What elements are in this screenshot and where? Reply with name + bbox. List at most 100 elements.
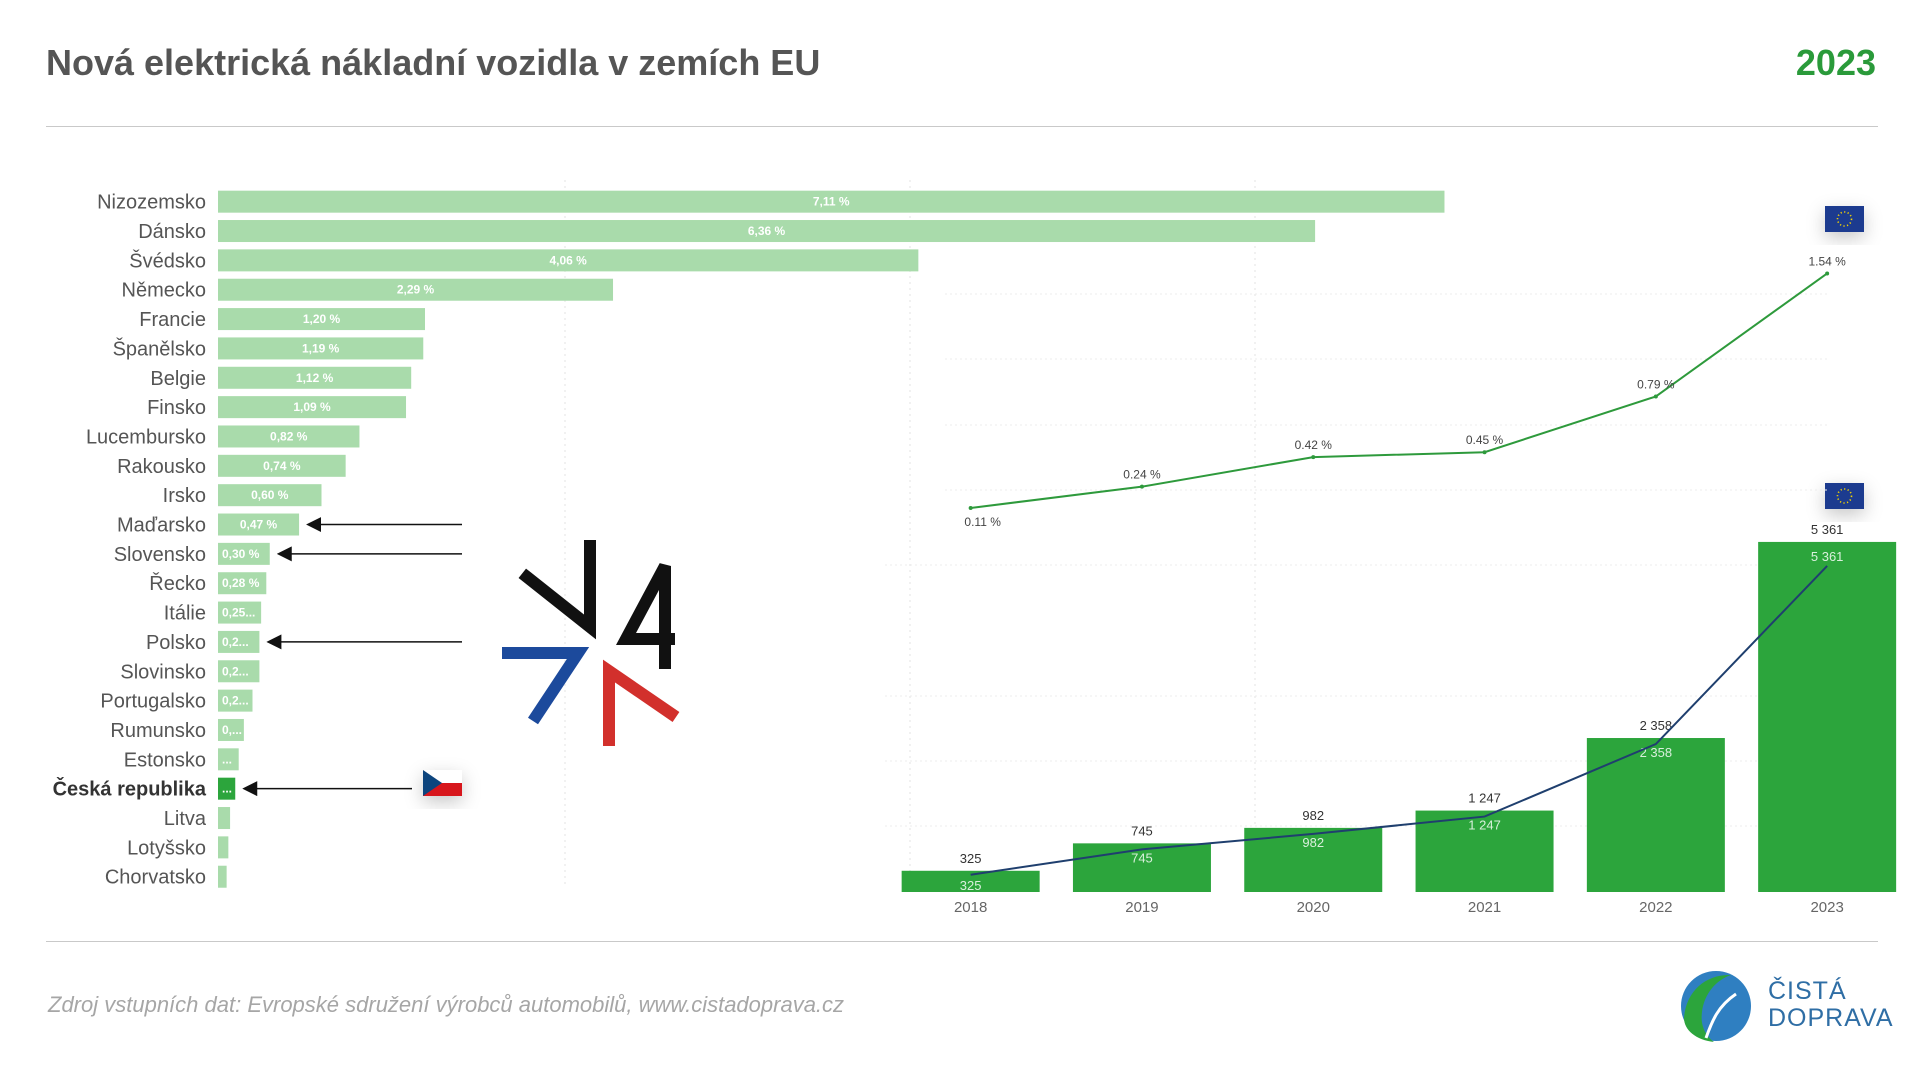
logo-text: ČISTÁ DOPRAVA xyxy=(1768,978,1894,1032)
bar-data-label: 0,74 % xyxy=(263,459,301,473)
bar-data-label: 0,2... xyxy=(222,635,249,649)
bar-data-label: 0,60 % xyxy=(251,488,289,502)
country-label: Česká republika xyxy=(53,777,207,801)
column-value-label: 1 247 xyxy=(1468,791,1501,806)
country-bar xyxy=(218,865,227,888)
country-bar xyxy=(218,572,267,595)
country-bar xyxy=(218,542,270,565)
country-label: Španělsko xyxy=(113,337,206,360)
country-label: Irsko xyxy=(163,485,206,507)
count-trend-line xyxy=(970,565,1828,876)
line-gridlines xyxy=(945,293,1830,491)
country-label: Chorvatsko xyxy=(105,867,206,889)
country-bar xyxy=(218,777,236,800)
country-label: Rakousko xyxy=(117,456,206,478)
share-point xyxy=(1139,484,1144,489)
country-label: Švédsko xyxy=(129,249,206,272)
column-inner-label: 2 358 xyxy=(1640,745,1673,760)
country-label: Německo xyxy=(122,280,206,302)
bar-data-label: 0,2... xyxy=(222,694,249,708)
x-tick-label: 2023 xyxy=(1810,899,1843,916)
country-label: Lotyšsko xyxy=(127,837,206,859)
logo-green-swoosh xyxy=(1684,974,1731,1042)
country-bar xyxy=(218,484,322,507)
country-label: Slovensko xyxy=(114,544,206,566)
country-label: Francie xyxy=(139,309,206,331)
v4-black-chevron xyxy=(518,540,596,640)
country-bar xyxy=(218,836,229,859)
eu-flag-icon xyxy=(1825,206,1864,232)
v4-logo xyxy=(502,540,680,746)
bar-data-label: 0,30 % xyxy=(222,547,260,561)
bar-data-label: 0,47 % xyxy=(240,518,278,532)
column-gridlines xyxy=(885,564,1880,827)
country-label: Lucembursko xyxy=(86,426,206,448)
bar-data-label: 7,11 % xyxy=(813,195,850,209)
count-column xyxy=(1072,843,1211,892)
bar-data-label: 1,09 % xyxy=(293,400,331,414)
czech-flag-icon xyxy=(423,770,462,796)
country-bar xyxy=(218,601,262,624)
v4-four xyxy=(615,563,675,669)
country-bar xyxy=(218,660,260,683)
bar-data-label: 1,12 % xyxy=(296,371,334,385)
source-note: Zdroj vstupních dat: Evropské sdružení v… xyxy=(48,992,845,1017)
country-bar xyxy=(218,396,407,419)
country-label: Rumunsko xyxy=(110,720,206,742)
v4-blue-chevron xyxy=(502,647,590,725)
country-bar xyxy=(218,190,1445,213)
share-point-label: 0.24 % xyxy=(1123,468,1161,482)
eu-count-column-chart: 325 325 2018 745 745 2019 982 982 2020 1 247 1 247… xyxy=(901,522,1897,916)
country-label: Belgie xyxy=(150,368,206,390)
year-label: 2023 xyxy=(1795,42,1876,83)
share-point-label: 0.11 % xyxy=(964,515,1001,529)
share-point-label: 1.54 % xyxy=(1808,254,1846,268)
count-column xyxy=(1415,810,1554,892)
logo-road-line xyxy=(1704,992,1737,1039)
country-bar xyxy=(218,249,919,272)
country-label: Itálie xyxy=(164,603,206,625)
column-inner-label: 982 xyxy=(1302,835,1324,850)
column-value-label: 5 361 xyxy=(1811,522,1844,537)
x-tick-label: 2022 xyxy=(1639,899,1672,916)
share-point xyxy=(1825,271,1830,276)
country-bar xyxy=(218,630,260,653)
country-bar xyxy=(218,366,412,389)
x-tick-label: 2020 xyxy=(1297,899,1330,916)
share-point-label: 0.42 % xyxy=(1295,438,1333,452)
column-value-label: 2 358 xyxy=(1640,718,1673,733)
country-label: Maďarsko xyxy=(117,515,206,537)
bar-data-label: 0,25... xyxy=(222,606,255,620)
bar-data-label: 0,82 % xyxy=(270,429,308,443)
annotation-arrows xyxy=(242,517,462,797)
cista-doprava-logo xyxy=(1681,971,1751,1042)
bar-data-label: 0,28 % xyxy=(222,576,260,590)
eu-share-line-chart: 0.11 % 0.24 % 0.42 % 0.45 % 0.79 % 1.54 % xyxy=(964,254,1846,529)
x-tick-label: 2018 xyxy=(954,899,987,916)
top-divider xyxy=(46,126,1878,127)
bar-data-label: ... xyxy=(222,782,232,796)
page-title: Nová elektrická nákladní vozidla v zemíc… xyxy=(46,42,821,83)
country-label: Dánsko xyxy=(138,221,206,243)
country-bar xyxy=(218,513,300,536)
country-bar xyxy=(218,425,360,448)
count-column xyxy=(1758,541,1897,892)
eu-flag-icon xyxy=(1825,483,1864,509)
share-point xyxy=(1311,455,1316,460)
country-label: Estonsko xyxy=(124,749,206,771)
country-label: Litva xyxy=(164,808,207,830)
share-point xyxy=(1653,394,1658,399)
bar-data-label: 0,2... xyxy=(222,664,249,678)
column-value-label: 325 xyxy=(960,851,982,866)
country-bar xyxy=(218,748,239,771)
bar-data-label: 1,20 % xyxy=(303,312,341,326)
country-bar xyxy=(218,220,1316,243)
country-bar xyxy=(218,337,424,360)
country-label: Polsko xyxy=(146,632,206,654)
country-label: Řecko xyxy=(149,572,206,595)
country-bar xyxy=(218,807,231,830)
country-bar xyxy=(218,278,614,301)
country-label: Slovinsko xyxy=(120,661,206,683)
count-column xyxy=(1586,738,1725,892)
hbar-gridlines xyxy=(564,180,1256,887)
